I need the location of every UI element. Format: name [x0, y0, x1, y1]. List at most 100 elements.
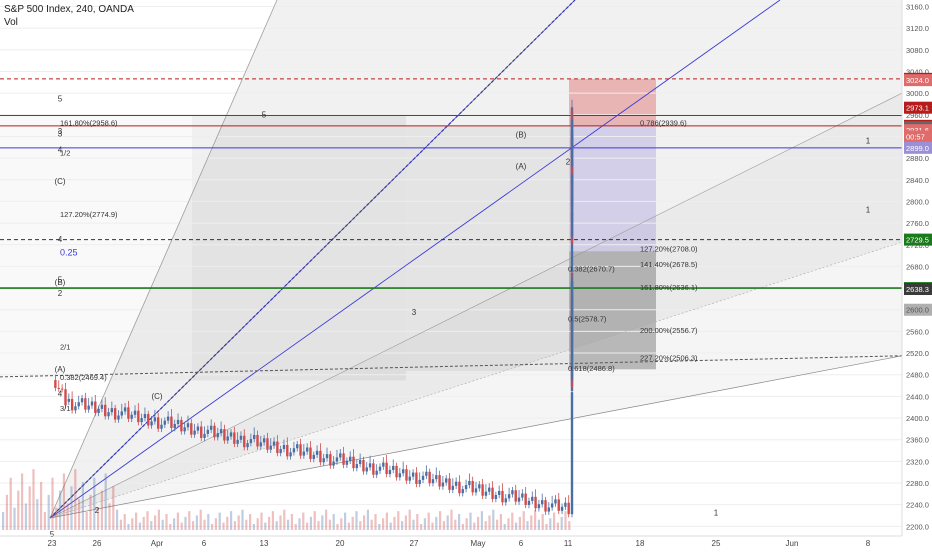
volume-bar [264, 522, 267, 530]
gann-fan-line-1-2 [49, 92, 903, 519]
fib-annotation: 0.786(2939.6) [640, 119, 687, 128]
time-tick-label: 23 [48, 539, 57, 548]
candle-body [501, 490, 504, 503]
candle-body [233, 432, 236, 444]
candle-body [507, 494, 511, 499]
candle-body [302, 451, 306, 456]
wave-label: 3 [412, 308, 417, 317]
volume-bar [66, 503, 69, 530]
wave-label: 1 [866, 205, 871, 214]
candle-body [322, 458, 325, 463]
candle-body [54, 380, 57, 388]
candle-body [570, 212, 574, 230]
candle-body [514, 490, 517, 502]
volume-bar [408, 509, 411, 530]
candle-body [537, 504, 541, 509]
volume-bar [249, 514, 252, 530]
price-tick-label: 2680.0 [906, 262, 929, 271]
volume-bar [313, 511, 316, 530]
gann-fan-zone-1 [50, 0, 902, 518]
candle-body [190, 423, 193, 435]
wave-label: (A) [516, 162, 527, 171]
candle-body [272, 441, 276, 446]
volume-bar [157, 509, 160, 530]
volume-bar [192, 521, 195, 530]
candle-body [60, 388, 64, 390]
candle-body [468, 481, 471, 486]
volume-bar [195, 515, 198, 530]
candle-body [206, 429, 210, 434]
wave-label: 3 [58, 129, 63, 138]
time-tick-label: 13 [260, 539, 269, 548]
candle-body [292, 448, 296, 453]
volume-bar [123, 514, 126, 530]
time-tick-label: 27 [410, 539, 419, 548]
candle-body [252, 434, 256, 440]
volume-bar [252, 524, 255, 530]
volume-bar [112, 486, 115, 530]
volume-bars [2, 469, 571, 530]
volume-bar [499, 514, 502, 530]
candle-body [249, 439, 253, 444]
candle-body [156, 417, 160, 429]
candle-body [130, 414, 133, 419]
volume-bar [469, 512, 472, 530]
fib-annotation: 161.80%(2958.6) [60, 119, 118, 128]
candle-body [451, 485, 455, 490]
volume-bar [401, 521, 404, 530]
volume-bar [363, 515, 366, 530]
candle-body [544, 500, 547, 512]
candle-body [488, 487, 491, 492]
candle-body [305, 447, 309, 452]
wave-label: 5 [262, 111, 267, 120]
volume-bar [420, 524, 423, 530]
volume-bar [537, 519, 540, 530]
candle-body [166, 416, 170, 421]
volume-bar [431, 522, 434, 530]
volume-bar [344, 512, 347, 530]
candle-body [213, 425, 216, 438]
volume-bar [549, 518, 552, 530]
volume-bar [119, 519, 122, 530]
volume-bar [230, 511, 233, 530]
volume-bar [355, 511, 358, 530]
volume-bar [522, 511, 525, 530]
volume-bar [370, 519, 373, 530]
volume-bar [389, 522, 392, 530]
volume-bar [165, 514, 168, 530]
volume-bar [534, 509, 537, 530]
price-badge [904, 130, 932, 143]
candle-body [332, 461, 335, 466]
fib-box-a [192, 115, 406, 381]
volume-bar [184, 516, 187, 530]
candle-body [570, 205, 574, 213]
candle-body [127, 407, 130, 419]
candle-body [329, 454, 332, 466]
wave-label: 4 [58, 235, 63, 244]
candle-body [256, 434, 259, 447]
candle-body [570, 272, 574, 289]
volume-bar [89, 494, 92, 530]
volume-bar [271, 511, 274, 530]
candle-body [335, 457, 339, 462]
price-badge-text: 2729.5 [906, 236, 929, 245]
volume-bar [268, 516, 271, 530]
candle-body [408, 476, 411, 481]
trendline-dashed-lower [0, 355, 903, 378]
volume-bar [454, 519, 457, 530]
volume-bar [85, 512, 88, 530]
candle-body [216, 433, 219, 438]
candle-body [534, 496, 537, 509]
candle-body [547, 507, 551, 512]
volume-bar [9, 477, 12, 530]
fib-annotation: 0.25 [60, 248, 78, 258]
price-badge [904, 233, 932, 246]
volume-bar [100, 490, 103, 530]
candle-body [200, 426, 203, 438]
candle-body [299, 444, 302, 456]
candle-body [392, 465, 395, 470]
volume-bar [59, 490, 62, 530]
time-tick-label: 6 [519, 539, 524, 548]
